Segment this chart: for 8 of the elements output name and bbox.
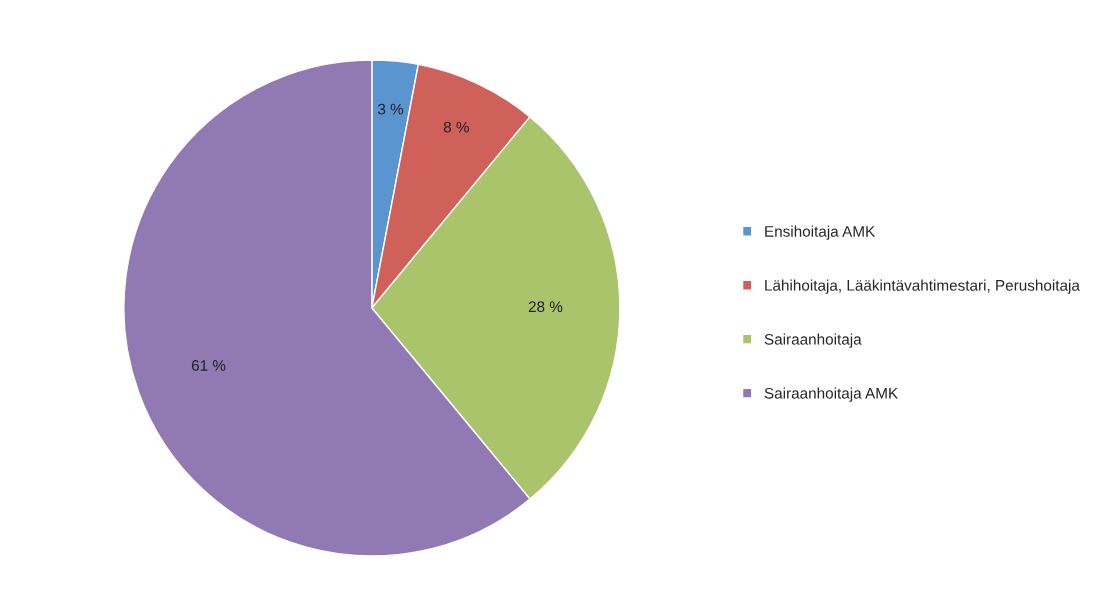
data-label: 8 % (443, 121, 469, 133)
data-label: 61 % (191, 360, 226, 371)
data-label: 28 % (528, 301, 563, 313)
legend-label: Lähihoitaja, Lääkintävahtimestari, Perushoitaja (765, 279, 1080, 294)
legend-label: Sairaanhoitaja AMK (764, 387, 898, 402)
legend-label: Sairaanhoitaja (764, 333, 862, 348)
legend-label: Ensihoitaja AMK (765, 225, 876, 240)
data-label: 3 % (377, 103, 404, 115)
